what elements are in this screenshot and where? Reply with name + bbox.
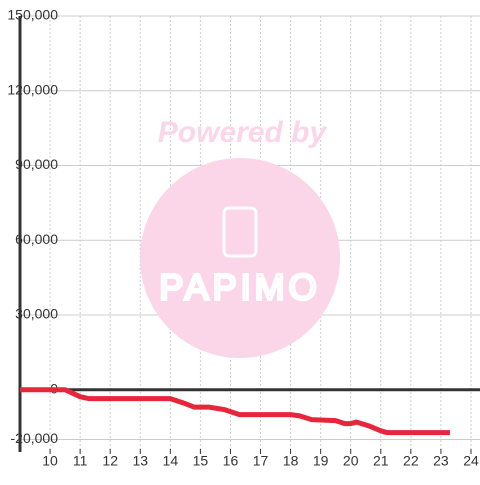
watermark-text: Powered by [158, 116, 328, 149]
x-tick-label: 18 [283, 453, 299, 469]
x-tick-label: 17 [253, 453, 269, 469]
y-tick-label: 150,000 [7, 7, 58, 23]
x-tick-label: 13 [132, 453, 148, 469]
x-tick-label: 14 [163, 453, 179, 469]
y-tick-label: 60,000 [15, 231, 58, 247]
y-tick-label: 120,000 [7, 81, 58, 97]
watermark: Powered by PAPIMO [140, 116, 340, 358]
line-series [20, 387, 450, 436]
x-tick-label: 21 [373, 453, 389, 469]
watermark-logo: PAPIMO [159, 267, 320, 308]
x-tick-label: 15 [193, 453, 209, 469]
y-tick-label: -20,000 [11, 430, 59, 446]
watermark-icon [222, 206, 258, 258]
x-tick-label: 16 [223, 453, 239, 469]
watermark-circle [140, 158, 340, 358]
x-tick-label: 22 [403, 453, 419, 469]
y-tick-label: 90,000 [15, 156, 58, 172]
x-tick-label: 23 [433, 453, 449, 469]
y-tick-label: 30,000 [15, 306, 58, 322]
x-tick-label: 12 [102, 453, 118, 469]
x-tick-label: 11 [73, 453, 88, 469]
x-tick-label: 10 [42, 453, 58, 469]
x-tick-label: 19 [313, 453, 329, 469]
x-tick-label: 24 [463, 453, 479, 469]
x-tick-label: 20 [343, 453, 359, 469]
